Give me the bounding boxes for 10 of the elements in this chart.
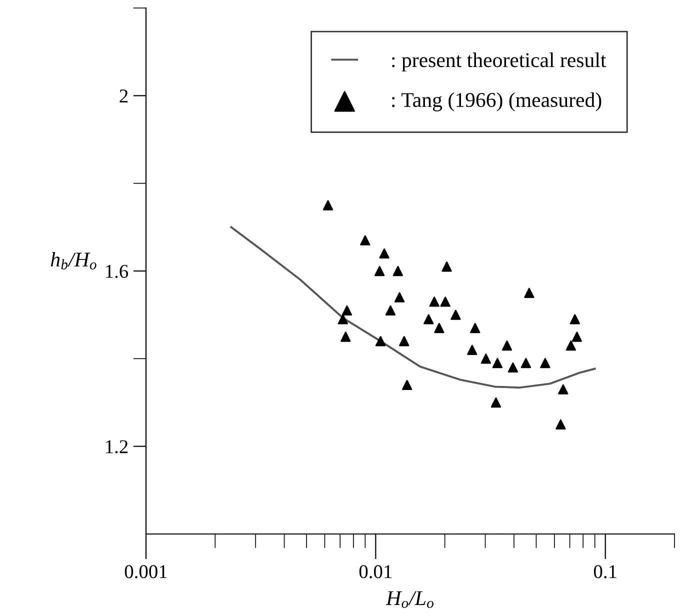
legend-label: : present theoretical result [392, 52, 606, 72]
x-axis-title: H$_{o}$/L$_{o}$ [386, 591, 434, 608]
x-tick-label: 0.1 [594, 565, 616, 578]
y-axis-title: h$_{b}$/H$_{o}$ [50, 252, 96, 270]
y-tick-label: 2 [120, 90, 128, 102]
y-tick-label: 1.2 [106, 440, 128, 454]
x-tick-label: 0.01 [359, 565, 392, 578]
y-tick-label: 1.6 [106, 264, 128, 278]
x-tick-label: 0.001 [124, 565, 167, 578]
legend-label: : Tang (1966) (measured) [392, 92, 602, 112]
